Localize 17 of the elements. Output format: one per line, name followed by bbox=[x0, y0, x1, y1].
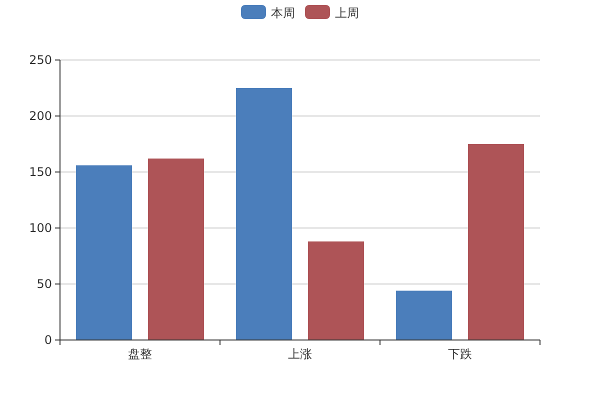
bar bbox=[308, 241, 364, 340]
y-tick-label: 0 bbox=[44, 333, 52, 347]
x-tick-label: 下跌 bbox=[448, 347, 472, 361]
y-tick-label: 150 bbox=[29, 165, 52, 179]
y-tick-label: 100 bbox=[29, 221, 52, 235]
y-tick-label: 200 bbox=[29, 109, 52, 123]
bar bbox=[76, 165, 132, 340]
bar bbox=[396, 290, 452, 340]
x-tick-label: 盘整 bbox=[128, 347, 152, 361]
y-tick-label: 50 bbox=[36, 277, 52, 291]
bar bbox=[148, 158, 204, 340]
legend-label: 上周 bbox=[335, 6, 359, 20]
x-tick-label: 上涨 bbox=[288, 347, 312, 361]
bar bbox=[236, 88, 292, 340]
bar bbox=[468, 144, 524, 340]
legend-label: 本周 bbox=[271, 6, 295, 20]
y-tick-label: 250 bbox=[29, 53, 52, 67]
